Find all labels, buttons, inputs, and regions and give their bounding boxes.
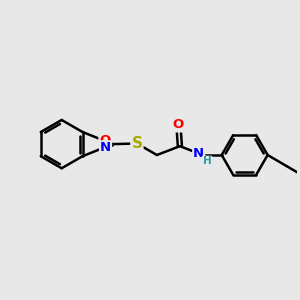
Text: S: S bbox=[131, 136, 142, 151]
Text: O: O bbox=[99, 134, 111, 147]
Text: N: N bbox=[100, 141, 111, 154]
Text: H: H bbox=[202, 157, 211, 166]
Text: N: N bbox=[193, 147, 204, 160]
Text: O: O bbox=[173, 118, 184, 131]
